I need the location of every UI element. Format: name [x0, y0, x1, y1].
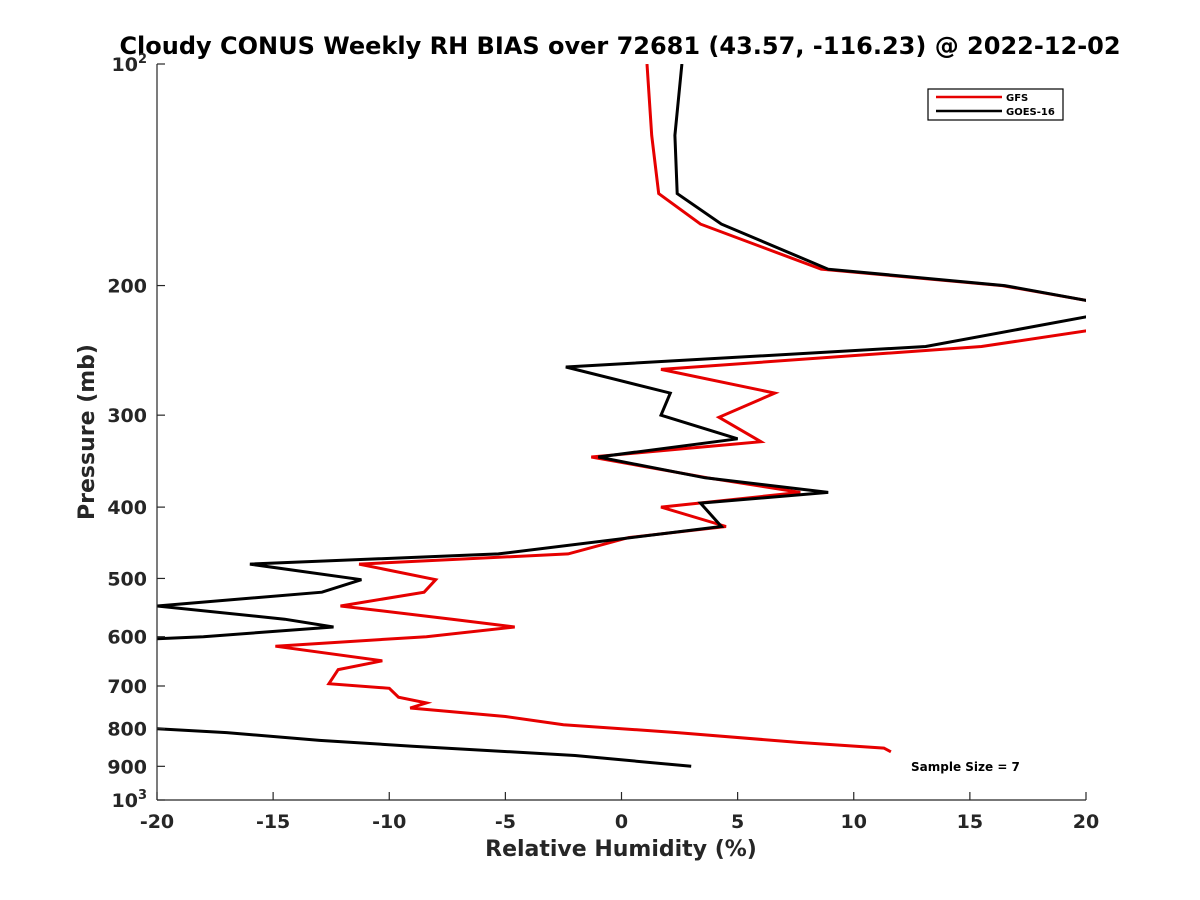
y-tick-label: 600	[107, 627, 147, 649]
y-tick-label: 103	[112, 788, 148, 812]
legend-label-gfs: GFS	[1006, 93, 1028, 104]
series-layer	[157, 64, 1086, 768]
x-tick-label: -5	[495, 811, 516, 833]
series-line-goes16	[157, 64, 1086, 641]
legend-label-goes16: GOES-16	[1006, 107, 1055, 118]
plot-area: -20 -15 -10 -5 0 5 10 15 20 102 200 300 400 500 600 70…	[107, 52, 1099, 833]
y-tick-label: 700	[107, 676, 147, 698]
x-tick-label: 5	[731, 811, 744, 833]
x-tick-label: -20	[140, 811, 174, 833]
x-tick-label: 10	[841, 811, 867, 833]
y-tick-label: 400	[107, 497, 147, 519]
legend-box	[927, 88, 1064, 121]
chart-title: Cloudy CONUS Weekly RH BIAS over 72681 (…	[119, 32, 1120, 60]
series-line-goes16-lower	[157, 727, 692, 768]
sample-size-annotation: Sample Size = 7	[911, 760, 1020, 774]
x-tick-label: 0	[615, 811, 628, 833]
series-line-gfs	[275, 64, 1086, 754]
x-tick-label: 15	[957, 811, 983, 833]
x-axis-label: Relative Humidity (%)	[485, 837, 757, 862]
x-tick-label: 20	[1073, 811, 1099, 833]
x-tick-label: -15	[256, 811, 290, 833]
x-tick-label: -10	[372, 811, 406, 833]
y-tick-label: 200	[107, 276, 147, 298]
y-axis-label: Pressure (mb)	[75, 344, 100, 520]
legend: GFS GOES-16	[927, 88, 1064, 121]
y-tick-label: 500	[107, 568, 147, 590]
y-ticks: 102 200 300 400 500 600 700 800 900 103	[107, 52, 165, 812]
y-tick-label: 102	[112, 52, 148, 76]
plot-background	[157, 64, 1086, 800]
y-tick-label: 800	[107, 719, 147, 741]
y-tick-label: 300	[107, 405, 147, 427]
x-ticks: -20 -15 -10 -5 0 5 10 15 20	[140, 792, 1099, 833]
y-tick-label: 900	[107, 756, 147, 778]
